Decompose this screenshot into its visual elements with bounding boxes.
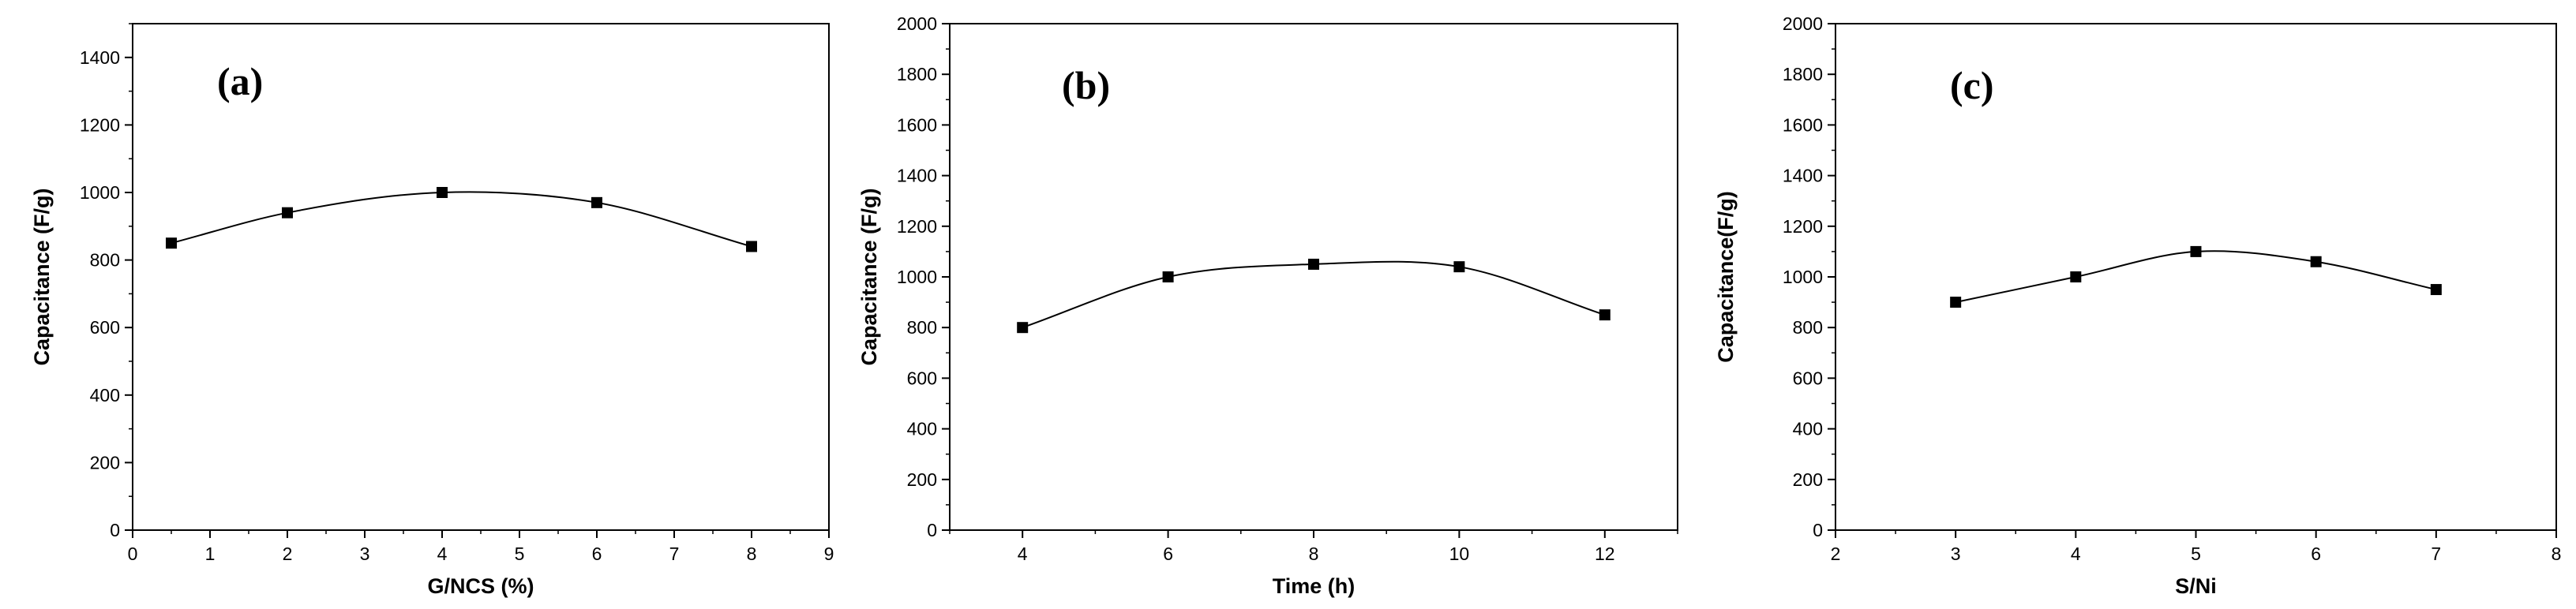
x-tick-label: 2: [283, 544, 293, 564]
y-tick-label: 800: [1793, 317, 1823, 338]
y-tick-label: 2000: [1783, 13, 1823, 34]
x-tick-label: 0: [128, 544, 138, 564]
data-point: [2190, 245, 2202, 257]
y-tick-label: 0: [110, 520, 120, 540]
y-tick-label: 2000: [897, 13, 937, 34]
data-point: [1308, 258, 1319, 270]
panel-label: (b): [1062, 63, 1110, 107]
data-point: [1162, 271, 1174, 282]
y-tick-label: 0: [1813, 520, 1823, 540]
chart-panel-a: 0 1 2 3 4 5 6 7 8 9 0 200 400 600 800 1000 1200 1400 (a)…: [30, 23, 834, 598]
data-point: [591, 196, 602, 208]
x-tick-label: 5: [515, 544, 525, 564]
y-tick-label: 200: [907, 469, 937, 490]
series-line: [171, 191, 752, 248]
data-point: [437, 187, 448, 198]
y-tick-label: 1400: [897, 166, 937, 186]
data-point: [166, 237, 177, 249]
x-tick-label: 4: [2071, 544, 2081, 564]
x-tick-label: 1: [205, 544, 216, 564]
y-tick-label: 1200: [1783, 216, 1823, 237]
y-axis-title: Capacitance (F/g): [857, 188, 881, 365]
y-tick-label: 600: [90, 317, 120, 338]
data-point: [1599, 309, 1610, 321]
y-tick-label: 600: [907, 368, 937, 388]
y-tick-label: 400: [90, 385, 120, 405]
y-tick-label: 1800: [1783, 64, 1823, 84]
y-tick-label: 400: [1793, 419, 1823, 439]
y-tick-label: 0: [927, 520, 937, 540]
data-point: [1453, 261, 1465, 273]
series-line: [1955, 250, 2437, 304]
x-tick-label: 2: [1831, 544, 1841, 564]
x-axis-ticks: 0 1 2 3 4 5 6 7 8 9: [128, 530, 834, 564]
y-axis-ticks: 0 200 400 600 800 1000 1200 1400: [80, 23, 133, 540]
y-tick-label: 1600: [1783, 114, 1823, 135]
data-point: [1950, 297, 1962, 308]
y-tick-label: 1400: [1783, 166, 1823, 186]
y-tick-label: 200: [90, 452, 120, 473]
data-point: [2430, 284, 2442, 296]
x-axis-title: G/NCS (%): [428, 574, 534, 598]
plot-frame: [1835, 23, 2557, 531]
panel-label: (c): [1950, 63, 1994, 107]
x-tick-label: 3: [1951, 544, 1961, 564]
x-tick-label: 8: [1309, 544, 1319, 564]
x-tick-label: 4: [1018, 544, 1028, 564]
y-tick-label: 1800: [897, 64, 937, 84]
y-tick-label: 200: [1793, 469, 1823, 490]
x-tick-label: 7: [669, 544, 680, 564]
x-tick-label: 6: [1163, 544, 1173, 564]
data-point: [1017, 322, 1029, 334]
y-tick-label: 1000: [1783, 267, 1823, 287]
y-tick-label: 400: [907, 419, 937, 439]
series-capacitance: [166, 187, 757, 252]
y-axis-ticks: 0 200 400 600 800 1000 1200 1400 1600 1800 2000: [1783, 13, 1835, 540]
x-tick-label: 8: [747, 544, 757, 564]
y-tick-label: 600: [1793, 368, 1823, 388]
y-tick-label: 1200: [80, 114, 120, 135]
x-tick-label: 7: [2431, 544, 2441, 564]
panel-label: (a): [217, 59, 263, 103]
x-axis-title: S/Ni: [2175, 574, 2217, 598]
chart-panel-c: 2 3 4 5 6 7 8 0 200 400 600 800 1000 1200 1400 1600 180…: [1714, 13, 2561, 598]
series-capacitance: [1017, 258, 1610, 334]
y-tick-label: 800: [90, 250, 120, 271]
x-tick-label: 3: [360, 544, 370, 564]
y-axis-title: Capacitance (F/g): [30, 188, 54, 365]
y-tick-label: 1000: [80, 182, 120, 203]
y-tick-label: 800: [907, 317, 937, 338]
x-tick-label: 9: [824, 544, 834, 564]
plot-frame: [949, 23, 1678, 531]
data-point: [2070, 271, 2082, 282]
x-tick-label: 6: [2311, 544, 2321, 564]
x-tick-label: 5: [2191, 544, 2201, 564]
y-tick-label: 1000: [897, 267, 937, 287]
chart-panel-b: 4 6 8 10 12 0 200 400 600 800 1000 1200 1400 1600 180…: [857, 13, 1678, 598]
x-tick-label: 6: [592, 544, 602, 564]
data-point: [746, 241, 757, 252]
x-tick-label: 12: [1595, 544, 1615, 564]
series-line: [1022, 260, 1606, 329]
y-axis-title: Capacitance(F/g): [1714, 191, 1738, 363]
y-tick-label: 1400: [80, 47, 120, 68]
series-capacitance: [1950, 245, 2442, 308]
x-axis-ticks: 4 6 8 10 12: [949, 530, 1678, 564]
y-axis-ticks: 0 200 400 600 800 1000 1200 1400 1600 1800 2000: [897, 13, 950, 540]
x-tick-label: 4: [437, 544, 448, 564]
x-tick-label: 8: [2552, 544, 2562, 564]
x-tick-label: 10: [1449, 544, 1470, 564]
data-point: [2310, 256, 2322, 267]
x-axis-title: Time (h): [1273, 574, 1355, 598]
y-tick-label: 1200: [897, 216, 937, 237]
y-tick-label: 1600: [897, 114, 937, 135]
data-point: [282, 207, 293, 219]
x-axis-ticks: 2 3 4 5 6 7 8: [1831, 530, 2562, 564]
